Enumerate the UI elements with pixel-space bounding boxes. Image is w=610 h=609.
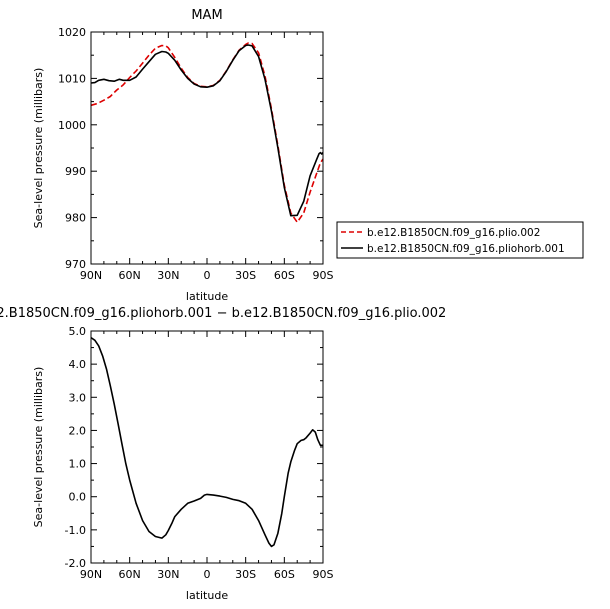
- chart-title: MAM: [191, 8, 222, 23]
- x-tick-label: 60N: [119, 568, 141, 581]
- x-tick-label: 30S: [235, 568, 256, 581]
- y-tick-label: 1010: [58, 72, 86, 85]
- y-tick-label: 1020: [58, 26, 86, 39]
- x-tick-label: 60S: [274, 568, 295, 581]
- y-tick-label: 3.0: [69, 391, 87, 404]
- x-tick-label: 60N: [119, 269, 141, 282]
- x-tick-label: 90S: [313, 269, 334, 282]
- plot-frame: [90, 330, 324, 564]
- y-tick-label: -1.0: [65, 524, 86, 537]
- y-tick-label: 1.0: [69, 458, 87, 471]
- y-axis-label: Sea-level pressure (millibars): [32, 367, 45, 528]
- x-tick-label: 30S: [235, 269, 256, 282]
- difference-chart: b.e12.B1850CN.f09_g16.pliohorb.001 − b.e…: [0, 306, 446, 602]
- y-tick-label: 970: [65, 258, 86, 271]
- series-line-0: [90, 336, 323, 548]
- y-tick-label: 990: [65, 165, 86, 178]
- y-tick-label: -2.0: [65, 557, 86, 570]
- x-tick-label: 30N: [157, 269, 179, 282]
- x-axis-label: latitude: [186, 290, 228, 303]
- plot-frame: [90, 31, 324, 265]
- legend-label-0: b.e12.B1850CN.f09_g16.plio.002: [367, 227, 540, 239]
- x-tick-label: 0: [204, 269, 211, 282]
- y-tick-label: 980: [65, 212, 86, 225]
- chart-title: b.e12.B1850CN.f09_g16.pliohorb.001 − b.e…: [0, 306, 446, 321]
- y-tick-label: 4.0: [69, 358, 87, 371]
- y-axis-label: Sea-level pressure (millibars): [32, 68, 45, 229]
- series-line-1: [90, 44, 324, 217]
- y-tick-label: 5.0: [69, 325, 87, 338]
- series-line-0: [90, 42, 324, 223]
- x-tick-label: 90N: [80, 269, 102, 282]
- legend-box: [336, 221, 584, 259]
- x-tick-label: 90N: [80, 568, 102, 581]
- x-tick-label: 0: [204, 568, 211, 581]
- y-tick-label: 1000: [58, 119, 86, 132]
- legend: b.e12.B1850CN.f09_g16.plio.002 b.e12.B185…: [336, 221, 584, 259]
- x-axis-label: latitude: [186, 589, 228, 602]
- x-tick-label: 60S: [274, 269, 295, 282]
- y-tick-label: 2.0: [69, 424, 87, 437]
- x-tick-label: 90S: [313, 568, 334, 581]
- legend-label-1: b.e12.B1850CN.f09_g16.pliohorb.001: [367, 243, 565, 255]
- top-chart: MAM 90N 60N 30N 0 30S 60S 90S 1020 1010 1000 990 980…: [32, 8, 584, 303]
- x-tick-label: 30N: [157, 568, 179, 581]
- y-tick-label: 0.0: [69, 491, 87, 504]
